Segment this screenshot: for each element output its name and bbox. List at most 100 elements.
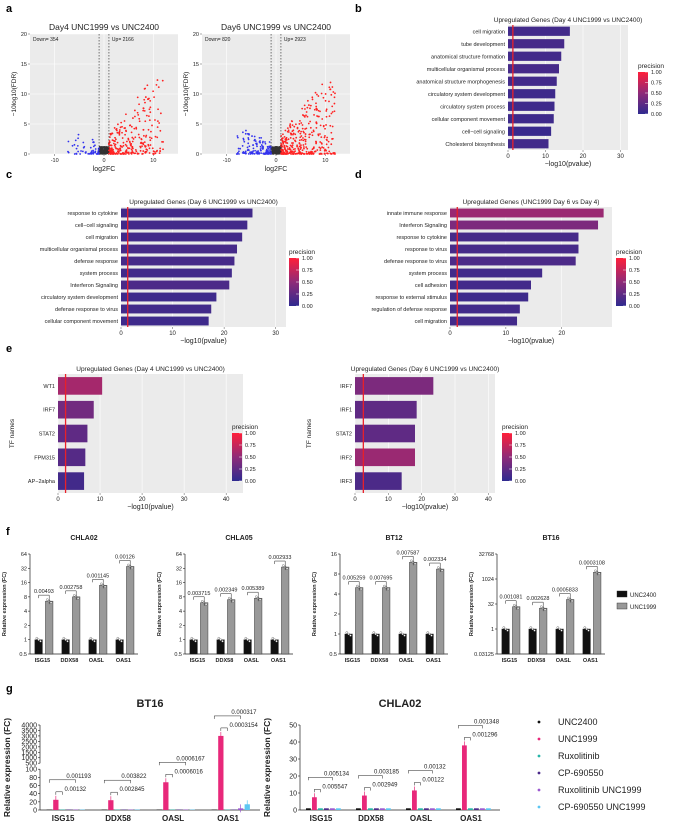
f-replicate-point — [506, 629, 509, 632]
f-category-label: OASL — [89, 658, 105, 664]
up-point — [333, 110, 336, 113]
enrichment-bar — [121, 256, 235, 266]
up-point — [123, 120, 126, 122]
up-point — [298, 142, 301, 144]
enrichment-category-label: cell migration — [473, 29, 505, 35]
f-bar-UNC2400 — [344, 633, 353, 655]
f-sig-bracket — [559, 593, 571, 597]
up-point — [142, 107, 145, 110]
g-legend-label: UNC1999 — [558, 734, 598, 744]
g-pvalue-inner: 0.002845 — [119, 787, 145, 793]
g-sig-bracket-inner — [110, 791, 118, 796]
f-ytick-label: 1 — [334, 632, 337, 638]
f-category-label: OASL — [556, 658, 572, 664]
enrichment-category-label: Cholesterol biosynthesis — [445, 142, 505, 148]
enrichment-category-label: circulatory system development — [428, 92, 506, 98]
enrichment-bar — [508, 101, 555, 111]
up-point — [111, 139, 114, 142]
enrichment-xlabel: −log10(pvalue) — [402, 504, 449, 511]
f-sig-bracket — [193, 596, 205, 600]
up-point — [314, 91, 317, 94]
up-point — [331, 111, 334, 113]
g-pvalue-outer: 0.005134 — [324, 771, 350, 777]
up-point — [155, 83, 158, 86]
up-point — [157, 86, 160, 89]
up-point — [309, 107, 311, 110]
enrichment-category-label: cellular component movement — [45, 319, 119, 325]
enrichment-bar — [508, 64, 559, 74]
up-point — [122, 144, 125, 147]
up-point — [330, 93, 333, 96]
up-point — [292, 137, 295, 140]
f-category-label: ISG15 — [35, 658, 51, 664]
f-chart-title: BT16 — [542, 535, 559, 542]
f-sig-bracket — [247, 591, 259, 596]
g-bar-Ruxolitinib — [318, 808, 323, 810]
enrichment-xtick-label: 10 — [542, 154, 549, 160]
enrichment-xtick-label: 0 — [56, 497, 60, 503]
enrichment-category-label: response to cytokine — [397, 235, 447, 241]
g-bar-CP-690550 — [374, 808, 379, 810]
f-bar-UNC1999 — [254, 597, 263, 655]
up-point — [290, 133, 293, 136]
f-category-label: ISG15 — [502, 658, 518, 664]
down-point — [237, 147, 240, 150]
up-point — [307, 151, 310, 154]
colorbar-tick-label: 0.75 — [302, 268, 313, 274]
up-point — [294, 150, 296, 153]
up-point — [329, 152, 332, 155]
f-replicate-point — [359, 587, 363, 591]
up-point — [148, 119, 151, 122]
up-point — [150, 137, 153, 140]
f-sig-bracket — [119, 560, 131, 564]
g-category-label: ISG15 — [52, 814, 75, 821]
colorbar-tick-label: 0.75 — [629, 268, 640, 274]
down-point — [244, 151, 246, 154]
f-ytick-label: 0.5 — [174, 652, 182, 658]
up-point — [324, 134, 326, 137]
up-point — [124, 143, 127, 146]
up-point — [114, 136, 116, 139]
f-replicate-point — [93, 640, 96, 643]
up-point — [141, 145, 143, 148]
up-point — [113, 152, 116, 155]
ns-point — [103, 150, 105, 153]
f-chart-title: BT12 — [385, 535, 402, 542]
up-point — [311, 148, 314, 151]
f-bar-UNC1999 — [200, 602, 209, 655]
volcano-points — [67, 79, 164, 155]
up-point — [140, 141, 143, 144]
enrichment-category-label: cell adhesion — [415, 283, 447, 289]
colorbar-tick-label: 0.25 — [515, 467, 526, 473]
f-bar-UNC1999 — [99, 585, 108, 655]
g-ytick-label: 50 — [289, 723, 297, 730]
up-point — [118, 130, 121, 133]
up-point — [304, 108, 306, 110]
f-bar-UNC1999 — [593, 572, 602, 655]
down-point — [252, 144, 254, 146]
volcano-ytick-label: 10 — [21, 92, 27, 98]
colorbar-tick-label: 0.50 — [651, 91, 662, 97]
enrichment-bar — [121, 220, 248, 230]
f-ytick-label: 2 — [24, 623, 27, 629]
f-replicate-point — [271, 637, 274, 640]
down-point — [241, 131, 244, 134]
up-point — [116, 153, 119, 155]
enrichment-bar — [121, 304, 212, 314]
down-point — [254, 149, 256, 152]
up-point — [282, 142, 285, 145]
g-legend-swatch — [537, 788, 541, 792]
down-point — [258, 141, 261, 143]
volcano-ytick-label: 0 — [196, 152, 199, 158]
enrichment-category-label: Interferon Signaling — [70, 283, 118, 289]
up-point — [120, 121, 123, 124]
enrichment-category-label: defense response to virus — [55, 307, 118, 313]
f-replicate-point — [66, 640, 69, 643]
up-point — [149, 144, 152, 146]
volcano-ytick-label: 20 — [193, 32, 199, 38]
enrichment-xtick-label: 0 — [353, 497, 357, 503]
up-point — [143, 141, 146, 144]
up-point — [137, 113, 140, 116]
down-point — [253, 139, 256, 142]
up-point — [323, 136, 326, 139]
